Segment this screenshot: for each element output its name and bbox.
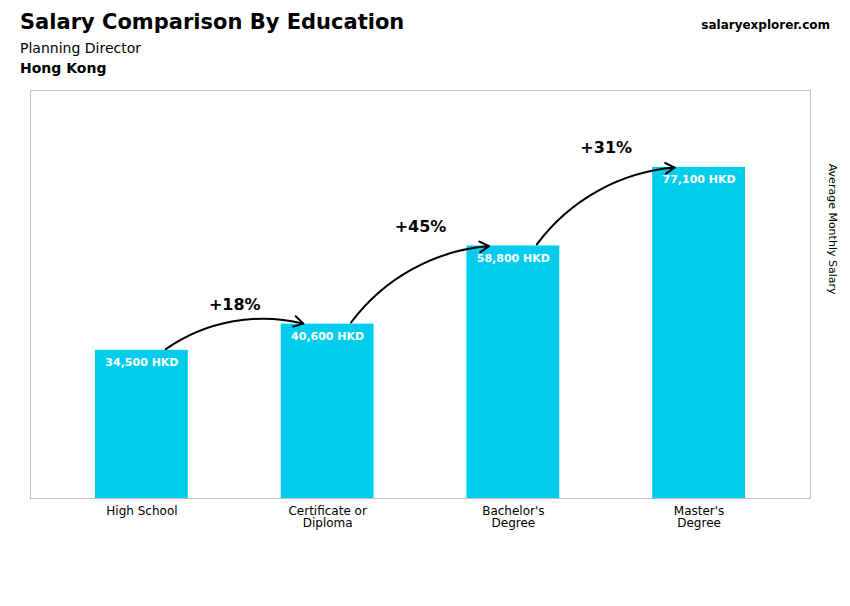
svg-text:Average Monthly Salary: Average Monthly Salary bbox=[826, 164, 839, 295]
html-text:Planning Director: Planning Director bbox=[20, 40, 141, 56]
svg-text:34,500 HKD: 34,500 HKD bbox=[105, 356, 178, 369]
html-text:Hong Kong: Hong Kong bbox=[20, 60, 107, 76]
svg-text:Bachelor'sDegree: Bachelor'sDegree bbox=[482, 504, 544, 530]
svg-text:Certificate orDiploma: Certificate orDiploma bbox=[288, 504, 366, 530]
svg-text:+18%: +18% bbox=[209, 295, 261, 314]
html-text:Salary Comparison By Education: Salary Comparison By Education bbox=[20, 10, 405, 34]
svg-text:58,800 HKD: 58,800 HKD bbox=[477, 251, 550, 264]
svg-text:+31%: +31% bbox=[580, 138, 632, 157]
svg-text:40,600 HKD: 40,600 HKD bbox=[291, 330, 364, 343]
svg-text:77,100 HKD: 77,100 HKD bbox=[663, 173, 736, 186]
svg-text:+45%: +45% bbox=[395, 217, 447, 236]
svg-text:High School: High School bbox=[106, 504, 177, 518]
html-text:salary explorer.com: salary explorer.com bbox=[701, 18, 830, 32]
svg-text:Master'sDegree: Master'sDegree bbox=[674, 504, 725, 530]
